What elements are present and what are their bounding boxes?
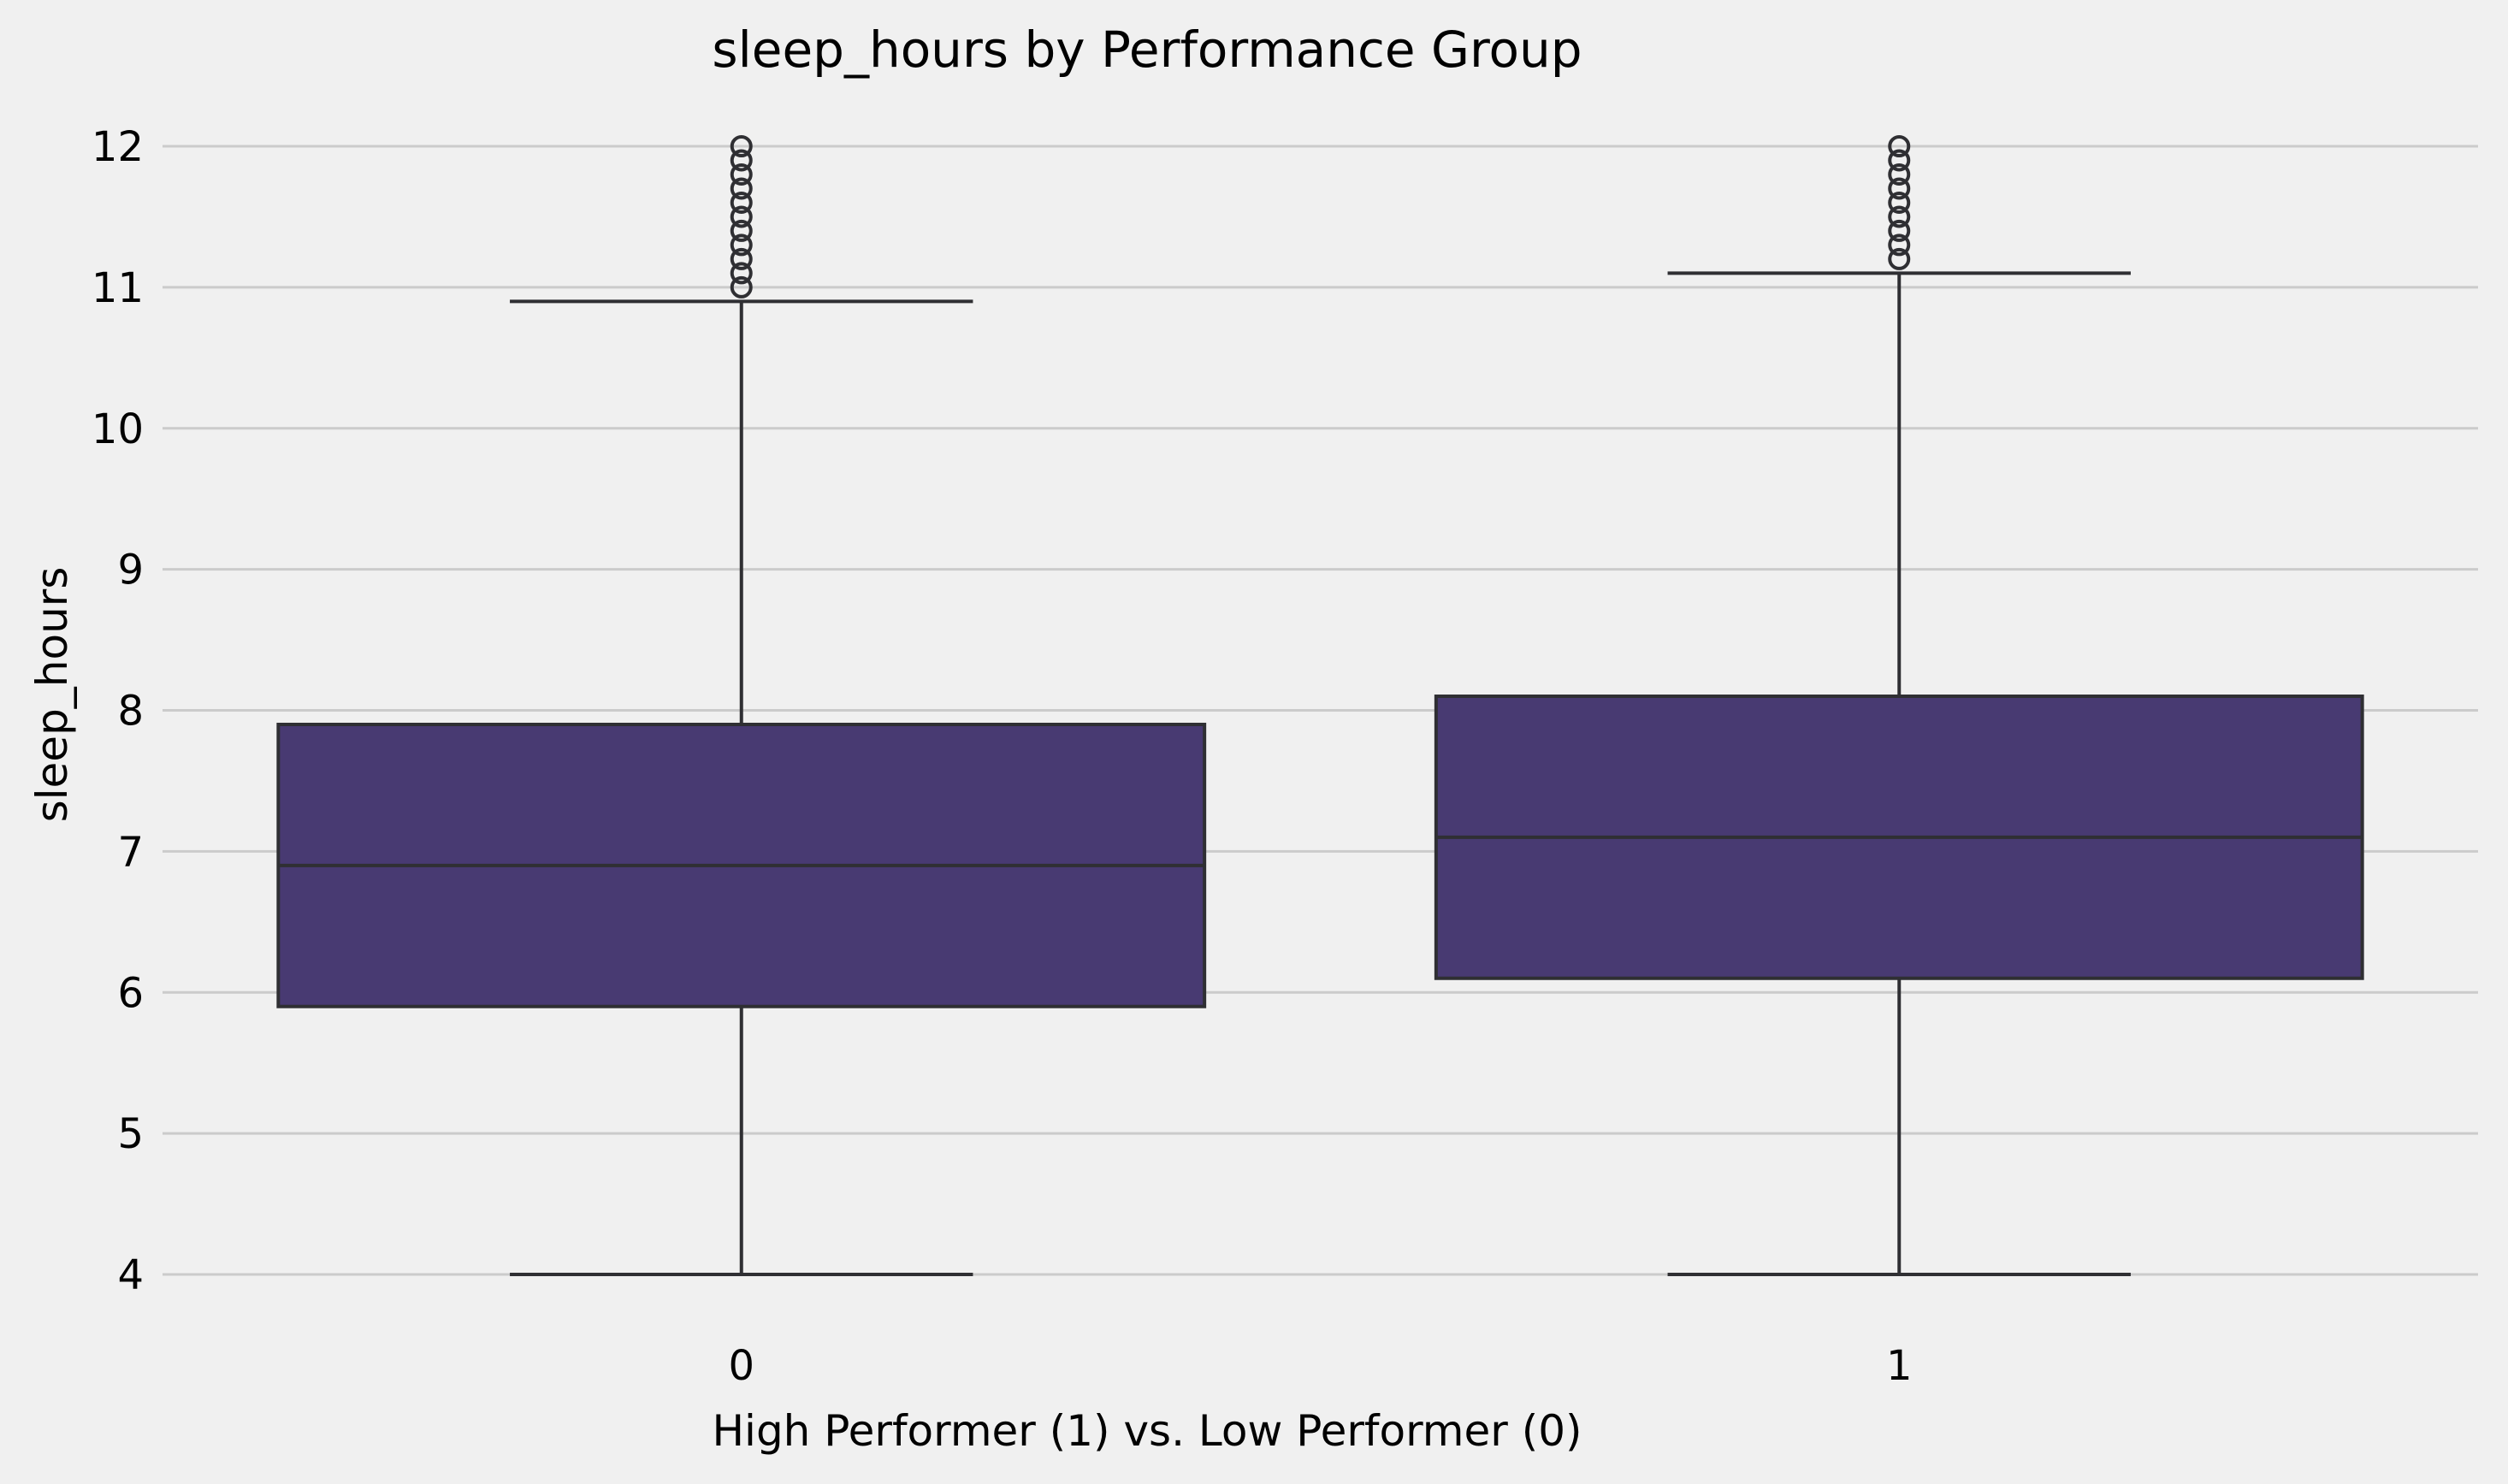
y-tick-label-4: 4 <box>117 1251 144 1299</box>
outlier-0-6 <box>730 191 753 214</box>
outlier-0-5 <box>730 205 753 228</box>
outlier-0-4 <box>730 219 753 242</box>
outlier-1-7 <box>1888 149 1911 172</box>
outlier-1-0 <box>1888 247 1911 270</box>
outlier-0-3 <box>730 234 753 257</box>
outlier-0-0 <box>730 275 753 299</box>
y-tick-label-10: 10 <box>92 405 144 453</box>
y-tick-label-8: 8 <box>117 688 144 736</box>
x-axis-label: High Performer (1) vs. Low Performer (0) <box>712 1406 1582 1456</box>
outlier-1-2 <box>1888 219 1911 242</box>
outlier-1-8 <box>1888 135 1911 157</box>
box-group-0 <box>276 135 1207 1276</box>
y-tick-label-9: 9 <box>117 547 144 594</box>
outlier-1-1 <box>1888 234 1911 257</box>
y-axis-ticks: 4 5 6 7 8 9 10 11 12 <box>92 123 144 1299</box>
y-tick-label-5: 5 <box>117 1110 144 1158</box>
x-tick-label-0: 0 <box>728 1342 754 1390</box>
outlier-1-3 <box>1888 205 1911 228</box>
y-tick-label-11: 11 <box>92 264 144 312</box>
outlier-1-4 <box>1888 191 1911 214</box>
outlier-0-8 <box>730 163 753 186</box>
outlier-0-9 <box>730 149 753 172</box>
box-group-1 <box>1434 135 2364 1276</box>
outlier-0-2 <box>730 247 753 270</box>
outlier-1-5 <box>1888 177 1911 200</box>
outlier-0-10 <box>730 135 753 157</box>
boxes <box>276 135 2364 1276</box>
outlier-1-6 <box>1888 163 1911 186</box>
outlier-0-7 <box>730 177 753 200</box>
y-axis-label: sleep_hours <box>27 567 77 823</box>
y-tick-label-6: 6 <box>117 969 144 1017</box>
x-tick-label-1: 1 <box>1886 1342 1913 1390</box>
y-tick-label-7: 7 <box>117 828 144 876</box>
outlier-0-1 <box>730 262 753 285</box>
chart-title: sleep_hours by Performance Group <box>712 21 1582 79</box>
y-tick-label-12: 12 <box>92 123 144 171</box>
